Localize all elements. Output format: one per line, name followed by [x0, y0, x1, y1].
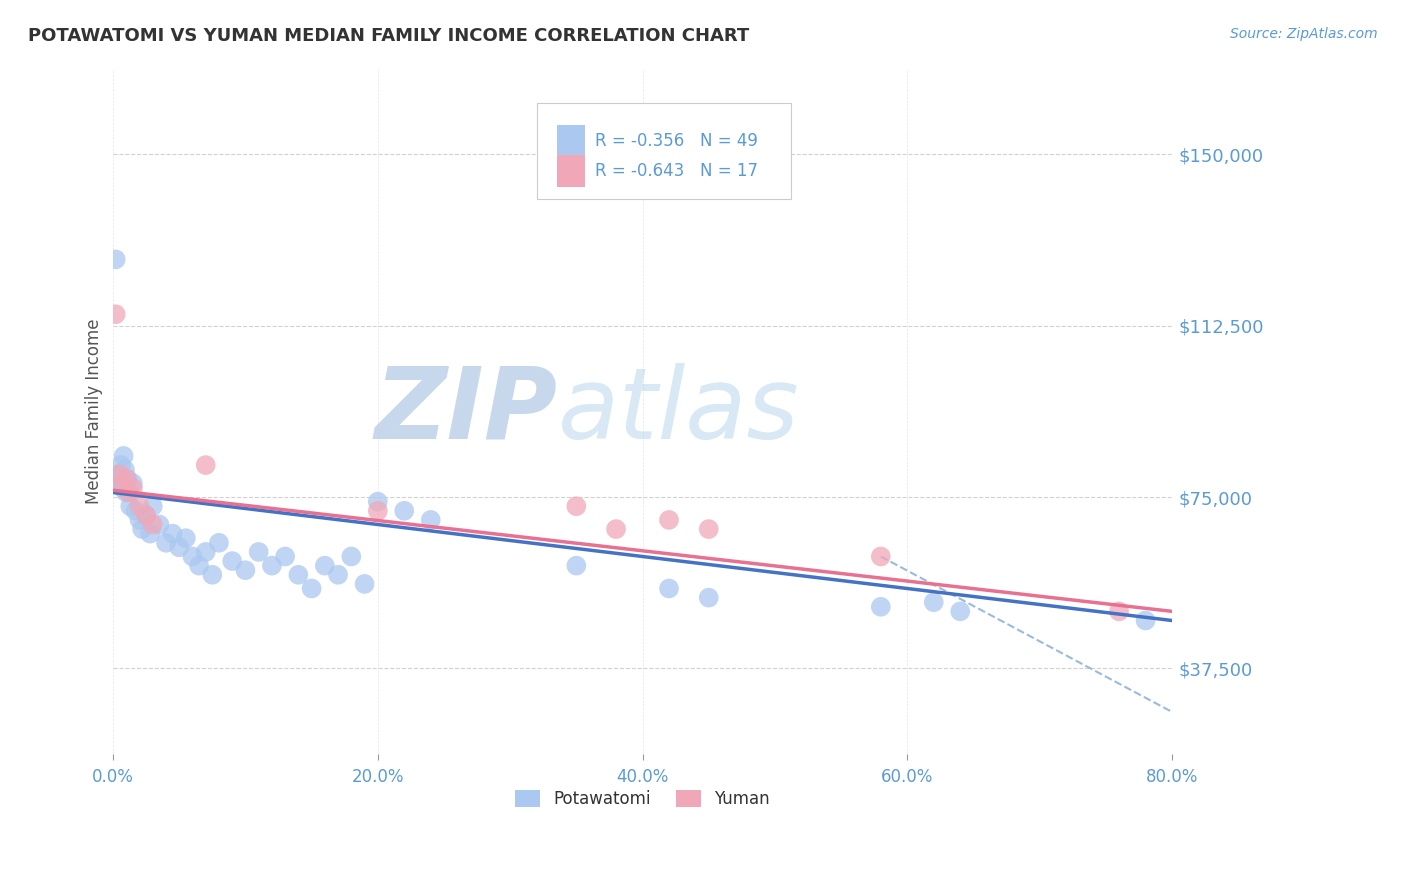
- Point: [208, 536, 231, 550]
- Point: [869, 549, 891, 564]
- Point: [247, 545, 270, 559]
- Point: [162, 526, 184, 541]
- Point: [697, 522, 720, 536]
- FancyBboxPatch shape: [557, 155, 585, 187]
- Point: [118, 485, 141, 500]
- Point: [340, 549, 363, 564]
- Point: [1135, 614, 1157, 628]
- Point: [155, 536, 177, 550]
- Point: [367, 504, 389, 518]
- Point: [104, 252, 127, 267]
- Point: [949, 604, 972, 618]
- Point: [111, 476, 134, 491]
- Point: [128, 500, 150, 514]
- Text: ZIP: ZIP: [375, 363, 558, 460]
- Point: [194, 545, 217, 559]
- Point: [174, 531, 197, 545]
- Legend: Potawatomi, Yuman: Potawatomi, Yuman: [509, 783, 776, 814]
- Point: [697, 591, 720, 605]
- Point: [148, 517, 170, 532]
- Text: atlas: atlas: [558, 363, 800, 460]
- Point: [326, 567, 349, 582]
- Point: [287, 567, 309, 582]
- FancyBboxPatch shape: [537, 103, 790, 199]
- Point: [115, 472, 138, 486]
- Point: [301, 582, 323, 596]
- Point: [565, 558, 588, 573]
- Point: [112, 449, 135, 463]
- Point: [658, 513, 681, 527]
- Point: [142, 500, 165, 514]
- Point: [139, 526, 162, 541]
- Point: [104, 307, 127, 321]
- Point: [108, 476, 131, 491]
- Point: [135, 508, 157, 523]
- Point: [142, 517, 165, 532]
- Point: [128, 513, 150, 527]
- Text: R = -0.643   N = 17: R = -0.643 N = 17: [595, 162, 758, 180]
- Point: [167, 541, 190, 555]
- Text: Source: ZipAtlas.com: Source: ZipAtlas.com: [1230, 27, 1378, 41]
- Point: [105, 467, 128, 482]
- Text: R = -0.356   N = 49: R = -0.356 N = 49: [595, 132, 758, 150]
- Point: [658, 582, 681, 596]
- Point: [419, 513, 441, 527]
- Point: [117, 472, 139, 486]
- Point: [1108, 604, 1130, 618]
- Point: [201, 567, 224, 582]
- Point: [188, 558, 211, 573]
- Point: [869, 599, 891, 614]
- Point: [274, 549, 297, 564]
- Point: [605, 522, 627, 536]
- Point: [114, 463, 136, 477]
- Point: [122, 481, 145, 495]
- Point: [115, 485, 138, 500]
- Point: [394, 504, 416, 518]
- Point: [135, 508, 157, 523]
- Point: [221, 554, 243, 568]
- Point: [194, 458, 217, 472]
- Point: [181, 549, 204, 564]
- Point: [131, 522, 153, 536]
- Point: [107, 472, 129, 486]
- Point: [111, 481, 134, 495]
- Point: [124, 504, 146, 518]
- FancyBboxPatch shape: [557, 125, 585, 157]
- Point: [367, 494, 389, 508]
- Point: [260, 558, 283, 573]
- Text: POTAWATOMI VS YUMAN MEDIAN FAMILY INCOME CORRELATION CHART: POTAWATOMI VS YUMAN MEDIAN FAMILY INCOME…: [28, 27, 749, 45]
- Point: [314, 558, 336, 573]
- Point: [110, 458, 132, 472]
- Point: [353, 577, 375, 591]
- Point: [120, 500, 142, 514]
- Y-axis label: Median Family Income: Median Family Income: [86, 318, 103, 504]
- Point: [565, 500, 588, 514]
- Point: [922, 595, 945, 609]
- Point: [108, 467, 131, 482]
- Point: [235, 563, 257, 577]
- Point: [122, 476, 145, 491]
